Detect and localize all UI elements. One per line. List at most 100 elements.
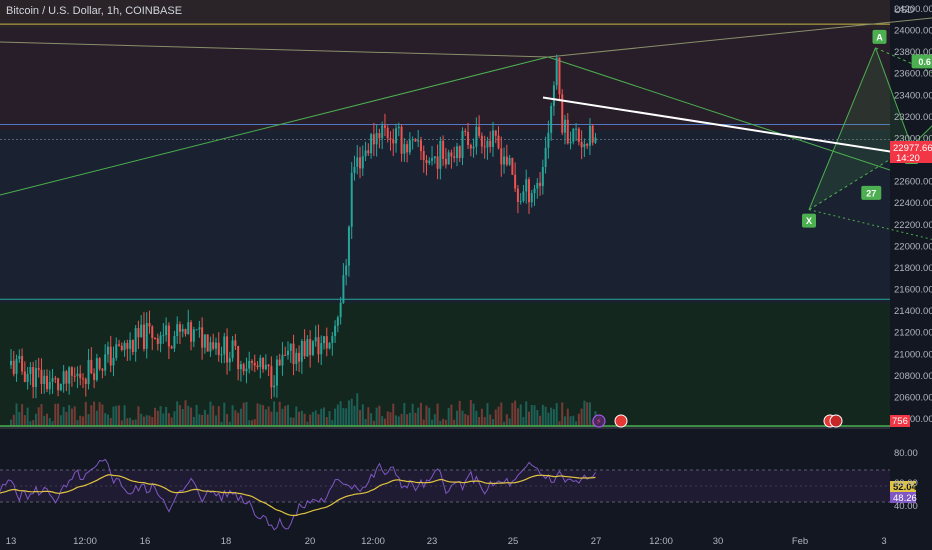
volume-bar xyxy=(237,412,240,426)
volume-bar xyxy=(397,416,400,426)
volume-bar xyxy=(59,415,62,426)
volume-bar xyxy=(311,412,314,426)
trendline[interactable] xyxy=(542,96,932,194)
volume-bar xyxy=(497,406,500,426)
volume-bar xyxy=(386,411,389,426)
symbol-title: Bitcoin / U.S. Dollar, 1h, COINBASE xyxy=(6,5,182,17)
volume-bar xyxy=(361,404,364,426)
candle-body xyxy=(220,354,223,356)
candle-body xyxy=(364,150,367,157)
volume-bar xyxy=(165,406,168,426)
volume-bar xyxy=(26,407,29,426)
candle-body xyxy=(167,325,170,347)
candle-body xyxy=(386,127,389,139)
candle-body xyxy=(400,126,403,154)
volume-bar xyxy=(381,416,384,426)
leg-bc xyxy=(911,125,932,147)
event-icons[interactable]: ⚡ xyxy=(592,414,843,428)
volume-bar xyxy=(469,400,472,426)
candle-body xyxy=(469,144,472,149)
candle-body xyxy=(397,126,400,129)
mid-zone xyxy=(0,130,890,303)
candle-body xyxy=(123,342,126,350)
candle-body xyxy=(381,125,384,139)
volume-bar xyxy=(588,402,591,426)
candle-body xyxy=(566,119,569,144)
rsi-ma-value: 52.04 xyxy=(893,482,917,493)
candle-body xyxy=(575,128,578,130)
candle-body xyxy=(234,340,237,347)
volume-bar xyxy=(514,400,517,426)
volume-bar xyxy=(431,419,434,426)
candle-body xyxy=(93,373,96,380)
candle-body xyxy=(10,360,12,366)
volume-bar xyxy=(40,404,43,426)
us-flag-event-icon[interactable] xyxy=(614,414,628,428)
candle-body xyxy=(483,146,486,148)
volume-bar xyxy=(564,416,566,426)
volume-bar xyxy=(461,410,464,426)
candle-body xyxy=(478,126,481,136)
x-tick-label: 16 xyxy=(140,536,151,547)
volume-bar xyxy=(591,419,594,426)
candle-body xyxy=(594,137,597,143)
volume-bar xyxy=(162,413,165,426)
volume-bar xyxy=(536,410,539,426)
volume-bar xyxy=(383,418,386,426)
candle-body xyxy=(533,188,536,194)
candle-body xyxy=(375,133,378,145)
candle-body xyxy=(525,179,528,192)
lightning-event-icon[interactable] xyxy=(592,414,606,428)
candle-body xyxy=(472,146,475,149)
x-tick-label: 18 xyxy=(221,536,232,547)
volume-bar xyxy=(478,417,481,426)
volume-bar xyxy=(494,409,497,426)
volume-bar xyxy=(314,410,317,426)
volume-bar xyxy=(57,403,60,426)
candle-body xyxy=(361,156,364,169)
volume-value: 756 xyxy=(892,416,908,427)
candle-body xyxy=(162,335,165,337)
candle-body xyxy=(433,156,436,159)
us-flag-event-icon-3[interactable] xyxy=(829,414,843,428)
candle-body xyxy=(353,166,356,173)
candle-body xyxy=(226,336,229,363)
y-tick-label: 21400.00 xyxy=(894,306,932,317)
volume-bar xyxy=(231,405,234,426)
time-axis[interactable] xyxy=(0,532,890,550)
candle-body xyxy=(320,343,323,355)
volume-bar xyxy=(436,403,439,426)
candle-body xyxy=(541,167,544,187)
leg-ab xyxy=(875,47,912,147)
y-tick-label: 21200.00 xyxy=(894,328,932,339)
candle-body xyxy=(264,364,267,370)
candle-body xyxy=(195,329,198,331)
price-axis[interactable] xyxy=(890,0,932,550)
volume-bar xyxy=(68,405,71,426)
candle-body xyxy=(311,341,314,355)
candle-body xyxy=(572,128,575,142)
volume-bar xyxy=(137,406,140,426)
candle-body xyxy=(325,336,328,349)
candles[interactable] xyxy=(10,54,597,399)
y-tick-label: 23600.00 xyxy=(894,69,932,80)
candle-body xyxy=(444,158,447,165)
volume-bar xyxy=(342,408,345,426)
candle-body xyxy=(170,346,173,349)
volume-bar xyxy=(198,414,201,426)
candle-body xyxy=(530,193,533,203)
volume-bar xyxy=(489,414,492,426)
volume-badge: 756 xyxy=(890,415,910,427)
volume-bar xyxy=(539,415,542,426)
candle-body xyxy=(120,345,123,350)
volume-bar xyxy=(201,414,204,426)
volume-bar xyxy=(306,421,309,426)
harmonic-pattern[interactable]: XABCD0.61.6193.63527 xyxy=(802,29,932,324)
volume-bar xyxy=(176,401,179,426)
x-tick-label: 27 xyxy=(591,536,602,547)
candle-body xyxy=(198,327,201,330)
candle-body xyxy=(417,140,420,142)
volume-bar xyxy=(500,402,503,426)
volume-bar xyxy=(447,407,450,426)
